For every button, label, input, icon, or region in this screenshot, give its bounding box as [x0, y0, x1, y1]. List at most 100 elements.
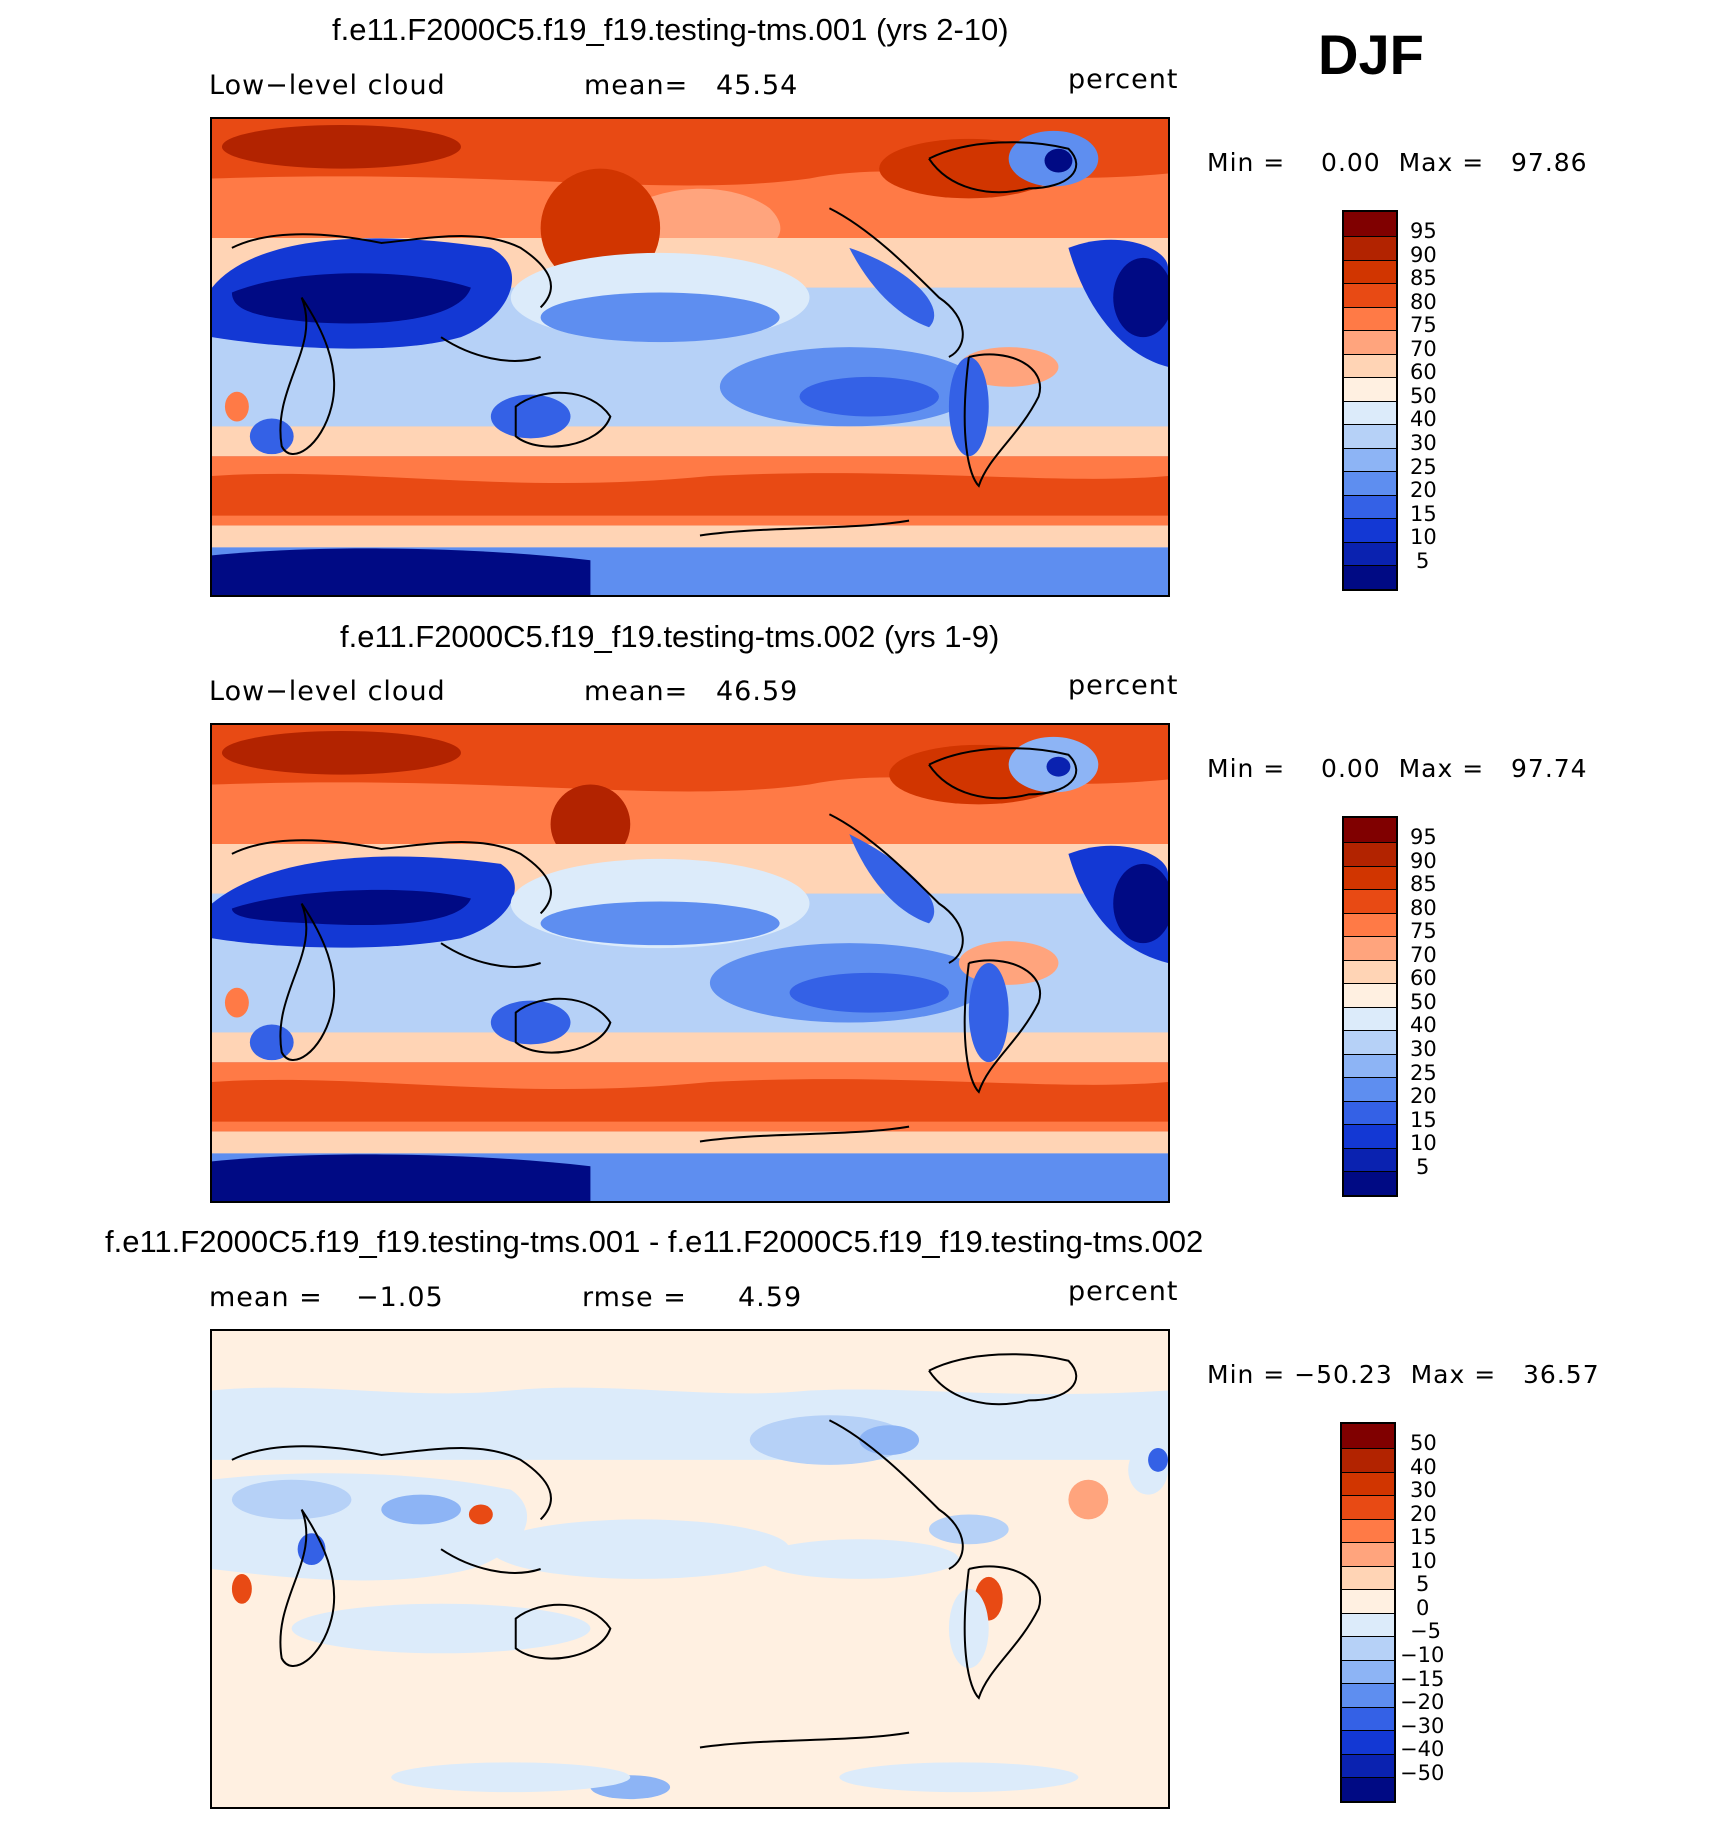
colorbar-swatch: [1342, 1448, 1394, 1472]
panel-2-title: f.e11.F2000C5.f19_f19.testing-tms.002 (y…: [340, 619, 1000, 654]
panel-2-units: percent: [1068, 670, 1179, 701]
colorbar-tick-label: 50: [1410, 383, 1437, 408]
colorbar-swatch: [1344, 471, 1396, 495]
colorbar-tick-label: 20: [1410, 1084, 1437, 1109]
colorbar-tick-label: −10: [1400, 1642, 1445, 1667]
colorbar-tick-label: 60: [1410, 360, 1437, 385]
panel-1-mean-label: mean=: [584, 70, 689, 101]
colorbar-swatch: [1344, 353, 1396, 377]
colorbar-swatch: [1342, 1542, 1394, 1566]
panel-3-rmse-label: rmse =: [582, 1282, 687, 1313]
colorbar-tick-label: −20: [1400, 1690, 1445, 1715]
colorbar-swatch: [1342, 1777, 1394, 1801]
colorbar-swatch: [1344, 1100, 1396, 1124]
panel-1-cloud-field: [212, 119, 1168, 595]
colorbar-swatch: [1342, 1659, 1394, 1683]
panel-1-map: [210, 117, 1170, 597]
season-label: DJF: [1318, 23, 1424, 86]
colorbar-tick-label: −5: [1410, 1619, 1441, 1644]
colorbar-tick-label: 80: [1410, 289, 1437, 314]
colorbar-swatch: [1344, 983, 1396, 1007]
colorbar-tick-label: 70: [1410, 942, 1437, 967]
colorbar-swatch: [1342, 1589, 1394, 1613]
panel-3-mean-label: mean =: [209, 1282, 323, 1313]
colorbar-swatch: [1344, 1171, 1396, 1195]
panel-3-mean-value: −1.05: [356, 1282, 444, 1313]
panel-3-rmse-value: 4.59: [738, 1282, 803, 1313]
colorbar-swatch: [1344, 1053, 1396, 1077]
colorbar-swatch: [1344, 306, 1396, 330]
panel-1-title: f.e11.F2000C5.f19_f19.testing-tms.001 (y…: [332, 12, 1009, 47]
colorbar-tick-label: 5: [1416, 1154, 1430, 1179]
colorbar-swatch: [1344, 424, 1396, 448]
colorbar-swatch: [1344, 377, 1396, 401]
colorbar-swatch: [1344, 447, 1396, 471]
panel-2-cloud-field: [212, 725, 1168, 1201]
colorbar-tick-label: −50: [1400, 1760, 1445, 1785]
colorbar-tick-label: 30: [1410, 430, 1437, 455]
colorbar-swatch: [1344, 842, 1396, 866]
panel-1-colorbar: [1342, 210, 1398, 591]
colorbar-swatch: [1344, 1124, 1396, 1148]
colorbar-swatch: [1342, 1753, 1394, 1777]
colorbar-tick-label: 50: [1410, 1431, 1437, 1455]
colorbar-swatch: [1344, 1077, 1396, 1101]
colorbar-tick-label: 30: [1410, 1478, 1437, 1503]
colorbar-swatch: [1344, 1147, 1396, 1171]
colorbar-swatch: [1344, 865, 1396, 889]
panel-2-mean-value: 46.59: [716, 676, 799, 707]
panel-2-minmax: Min = 0.00 Max = 97.74: [1207, 754, 1588, 783]
colorbar-tick-label: 95: [1410, 825, 1437, 849]
colorbar-tick-label: −40: [1400, 1737, 1445, 1762]
colorbar-swatch: [1342, 1612, 1394, 1636]
colorbar-swatch: [1342, 1730, 1394, 1754]
panel-3-colorbar: [1340, 1422, 1396, 1803]
colorbar-tick-label: 20: [1410, 478, 1437, 503]
colorbar-swatch: [1344, 959, 1396, 983]
colorbar-tick-label: 75: [1410, 313, 1437, 338]
colorbar-swatch: [1342, 1495, 1394, 1519]
panel-1-units: percent: [1068, 64, 1179, 95]
colorbar-tick-label: 10: [1410, 1131, 1437, 1156]
panel-1-variable-label: Low−level cloud: [209, 70, 446, 101]
colorbar-tick-label: 40: [1410, 1454, 1437, 1479]
colorbar-tick-label: 15: [1410, 501, 1437, 526]
colorbar-tick-label: 10: [1410, 525, 1437, 550]
colorbar-tick-label: 95: [1410, 219, 1437, 243]
colorbar-tick-label: −30: [1400, 1713, 1445, 1738]
colorbar-tick-label: 30: [1410, 1036, 1437, 1061]
colorbar-swatch: [1342, 1424, 1394, 1448]
colorbar-tick-label: 90: [1410, 848, 1437, 873]
colorbar-tick-label: 50: [1410, 989, 1437, 1014]
colorbar-swatch: [1344, 259, 1396, 283]
panel-3-difference-field: [212, 1331, 1168, 1807]
panel-2-map: [210, 723, 1170, 1203]
colorbar-swatch: [1342, 1565, 1394, 1589]
colorbar-swatch: [1344, 936, 1396, 960]
colorbar-swatch: [1344, 283, 1396, 307]
colorbar-tick-label: 0: [1416, 1595, 1430, 1620]
colorbar-tick-label: 20: [1410, 1501, 1437, 1526]
panel-3-title: f.e11.F2000C5.f19_f19.testing-tms.001 - …: [105, 1224, 1204, 1259]
colorbar-swatch: [1344, 541, 1396, 565]
colorbar-tick-label: 15: [1410, 1525, 1437, 1550]
colorbar-tick-label: 75: [1410, 919, 1437, 944]
panel-2-colorbar: [1342, 816, 1398, 1197]
colorbar-tick-label: 25: [1410, 1060, 1437, 1085]
colorbar-swatch: [1344, 1030, 1396, 1054]
colorbar-tick-label: 15: [1410, 1107, 1437, 1132]
colorbar-swatch: [1342, 1471, 1394, 1495]
colorbar-tick-label: 70: [1410, 336, 1437, 361]
colorbar-tick-label: 85: [1410, 266, 1437, 291]
colorbar-tick-label: 40: [1410, 407, 1437, 432]
colorbar-tick-label: 80: [1410, 895, 1437, 920]
panel-3-minmax: Min = −50.23 Max = 36.57: [1207, 1360, 1600, 1389]
colorbar-tick-label: 5: [1416, 548, 1430, 573]
panel-1-minmax: Min = 0.00 Max = 97.86: [1207, 148, 1588, 177]
colorbar-swatch: [1344, 889, 1396, 913]
panel-3-map: [210, 1329, 1170, 1809]
colorbar-tick-label: 85: [1410, 872, 1437, 897]
colorbar-swatch: [1344, 565, 1396, 589]
panel-2-mean-label: mean=: [584, 676, 689, 707]
panel-3-units: percent: [1068, 1276, 1179, 1307]
